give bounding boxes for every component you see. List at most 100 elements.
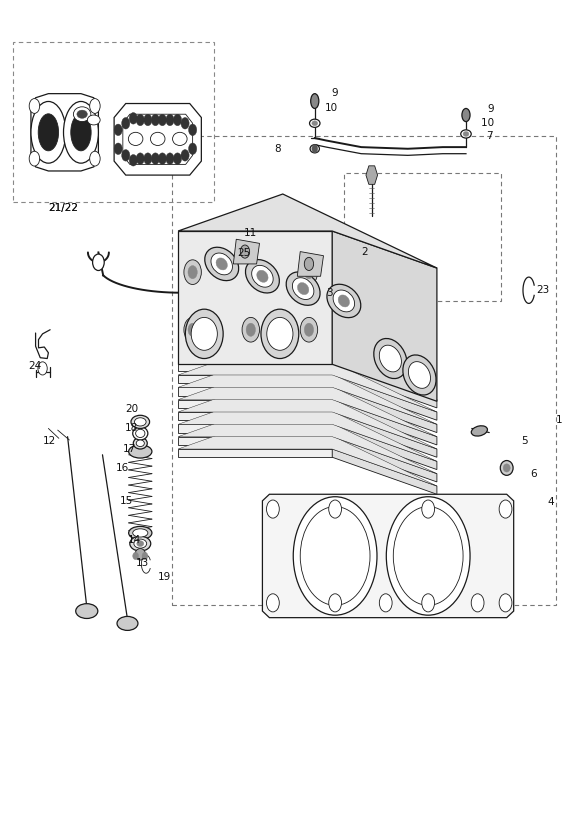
Ellipse shape: [471, 426, 487, 436]
Ellipse shape: [245, 260, 279, 293]
Polygon shape: [123, 115, 192, 165]
Ellipse shape: [463, 132, 469, 137]
Text: 2: 2: [361, 246, 368, 256]
Circle shape: [422, 594, 434, 612]
Circle shape: [293, 497, 377, 616]
Circle shape: [122, 150, 130, 162]
Ellipse shape: [142, 552, 148, 559]
Circle shape: [329, 500, 342, 518]
Ellipse shape: [135, 418, 146, 426]
Circle shape: [114, 124, 122, 136]
Circle shape: [188, 143, 196, 155]
Polygon shape: [250, 224, 263, 241]
Polygon shape: [31, 94, 99, 171]
Ellipse shape: [129, 527, 152, 540]
Ellipse shape: [267, 317, 293, 350]
Ellipse shape: [31, 101, 66, 163]
Bar: [172, 137, 556, 606]
Circle shape: [144, 153, 152, 165]
Circle shape: [329, 594, 342, 612]
Circle shape: [29, 99, 40, 114]
Ellipse shape: [216, 258, 227, 270]
Ellipse shape: [117, 616, 138, 630]
Circle shape: [188, 265, 197, 279]
Polygon shape: [332, 412, 437, 457]
Circle shape: [181, 118, 189, 129]
Polygon shape: [332, 387, 437, 433]
Polygon shape: [332, 437, 437, 482]
Polygon shape: [178, 437, 332, 445]
Ellipse shape: [76, 604, 98, 619]
Ellipse shape: [128, 133, 143, 146]
Ellipse shape: [64, 101, 99, 163]
Circle shape: [93, 254, 104, 270]
Ellipse shape: [310, 145, 319, 153]
Circle shape: [304, 265, 314, 279]
Circle shape: [129, 155, 138, 166]
Circle shape: [188, 124, 196, 136]
Circle shape: [246, 323, 255, 336]
Text: 15: 15: [120, 496, 133, 506]
Ellipse shape: [73, 107, 91, 122]
Circle shape: [184, 317, 201, 342]
Text: 7: 7: [486, 131, 493, 142]
Text: 8: 8: [274, 143, 280, 154]
Ellipse shape: [251, 264, 262, 274]
Circle shape: [114, 143, 122, 155]
Circle shape: [240, 245, 250, 258]
Text: 18: 18: [125, 424, 138, 433]
Text: 21/22: 21/22: [48, 203, 79, 213]
Text: 10: 10: [325, 103, 338, 113]
Ellipse shape: [134, 438, 147, 449]
Polygon shape: [178, 231, 332, 364]
Ellipse shape: [211, 253, 233, 275]
Polygon shape: [178, 400, 332, 408]
Polygon shape: [178, 387, 437, 461]
Text: 19: 19: [158, 572, 171, 582]
Circle shape: [266, 594, 279, 612]
Ellipse shape: [87, 115, 100, 125]
Circle shape: [159, 153, 167, 165]
Ellipse shape: [312, 121, 318, 126]
Circle shape: [173, 153, 181, 165]
Ellipse shape: [261, 309, 298, 358]
Circle shape: [144, 115, 152, 126]
Ellipse shape: [461, 130, 471, 138]
Circle shape: [166, 153, 174, 165]
Circle shape: [136, 153, 145, 165]
Text: 9: 9: [331, 88, 338, 98]
Text: 17: 17: [123, 444, 136, 454]
Ellipse shape: [503, 464, 510, 472]
Ellipse shape: [374, 339, 407, 378]
Circle shape: [304, 323, 314, 336]
Ellipse shape: [136, 429, 145, 438]
Circle shape: [471, 594, 484, 612]
Ellipse shape: [310, 119, 320, 128]
Polygon shape: [332, 231, 437, 401]
Circle shape: [136, 115, 145, 126]
Polygon shape: [178, 412, 437, 486]
Ellipse shape: [131, 415, 150, 428]
Circle shape: [242, 317, 259, 342]
Ellipse shape: [135, 549, 146, 560]
Circle shape: [38, 362, 47, 375]
Ellipse shape: [286, 272, 320, 306]
Ellipse shape: [136, 440, 145, 447]
Circle shape: [385, 262, 394, 274]
Polygon shape: [178, 424, 332, 433]
Text: 14: 14: [128, 535, 141, 545]
Circle shape: [304, 257, 314, 270]
Circle shape: [90, 152, 100, 166]
Polygon shape: [178, 449, 332, 457]
Polygon shape: [332, 375, 437, 420]
Ellipse shape: [403, 355, 436, 395]
Ellipse shape: [462, 109, 470, 122]
Text: 25: 25: [237, 248, 250, 258]
Polygon shape: [361, 251, 396, 280]
Circle shape: [90, 99, 100, 114]
Polygon shape: [178, 350, 437, 424]
Polygon shape: [178, 412, 332, 420]
Ellipse shape: [173, 133, 187, 146]
Ellipse shape: [257, 270, 268, 283]
Text: 13: 13: [136, 558, 149, 568]
